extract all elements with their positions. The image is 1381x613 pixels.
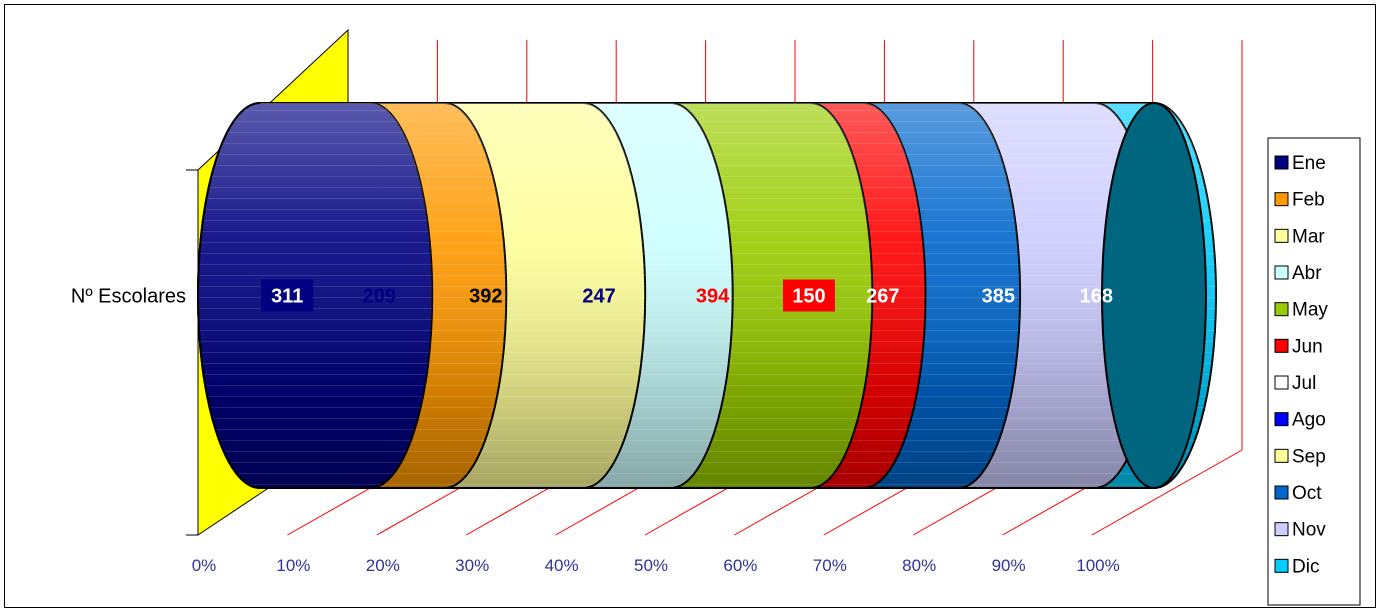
x-tick-label-20: 20% [366,556,400,575]
x-tick-label-80: 80% [902,556,936,575]
legend-swatch-jun [1274,338,1289,353]
legend-label-sep: Sep [1292,446,1326,467]
legend-label-oct: Oct [1292,483,1322,504]
legend-swatch-oct [1274,485,1289,500]
bar-texture-ene [197,103,433,488]
chart-legend: Ene Feb Mar Abr May Jun Jul Ago Sep Oct Nov Dic [1267,137,1361,606]
legend-label-abr: Abr [1292,263,1322,284]
cylinder-end-cap [1101,102,1207,489]
legend-swatch-ago [1274,412,1289,427]
data-label-nov: 385 [982,286,1015,308]
data-label-ene: 311 [271,286,303,308]
legend-swatch-may [1274,302,1289,317]
x-tick-label-70: 70% [813,556,847,575]
data-label-mar: 392 [469,286,502,308]
x-tick-label-60: 60% [723,556,757,575]
data-label-feb: 209 [363,286,396,308]
x-tick-label-30: 30% [455,556,489,575]
legend-label-feb: Feb [1292,190,1325,211]
legend-label-dic: Dic [1292,556,1319,577]
chart-labels: Nº Escolares 311 209 392 247 394 150 267 385 168 [71,279,1113,312]
data-label-bg-jun [782,279,835,312]
legend-label-ago: Ago [1292,410,1326,431]
legend-label-nov: Nov [1292,520,1326,541]
bar-edge-ene [197,102,261,489]
gridline-floor-10 [1091,449,1243,536]
legend-label-ene: Ene [1292,153,1326,174]
legend-swatch-sep [1274,448,1289,463]
legend-swatch-ene [1274,155,1289,170]
x-tick-label-90: 90% [992,556,1026,575]
legend-label-jun: Jun [1292,336,1323,357]
x-axis-ticks: 0% 10% 20% 30% 40% 50% 60% 70% 80% 90% 100% [192,556,1120,575]
legend-swatch-feb [1274,192,1289,207]
legend-label-mar: Mar [1292,226,1325,247]
x-tick-label-40: 40% [545,556,579,575]
legend-swatch-dic [1274,558,1289,573]
data-label-bg-ene [261,279,314,312]
category-label: Nº Escolares [71,286,186,308]
data-label-abr: 247 [582,286,615,308]
legend-swatch-abr [1274,265,1289,280]
legend-label-may: May [1292,300,1328,321]
data-label-oct: 267 [866,286,899,308]
legend-label-jul: Jul [1292,373,1316,394]
bar-segment-ene [197,102,434,489]
legend-swatch-jul [1274,375,1289,390]
x-tick-label-100: 100% [1076,556,1119,575]
data-label-jun: 150 [792,286,825,308]
x-tick-label-50: 50% [634,556,668,575]
x-tick-label-0: 0% [192,556,217,575]
legend-swatch-mar [1274,228,1289,243]
legend-swatch-nov [1274,522,1289,537]
chart-bars [197,102,1217,489]
x-tick-label-10: 10% [276,556,310,575]
data-label-may: 394 [696,286,730,308]
data-label-dic: 168 [1080,286,1113,308]
